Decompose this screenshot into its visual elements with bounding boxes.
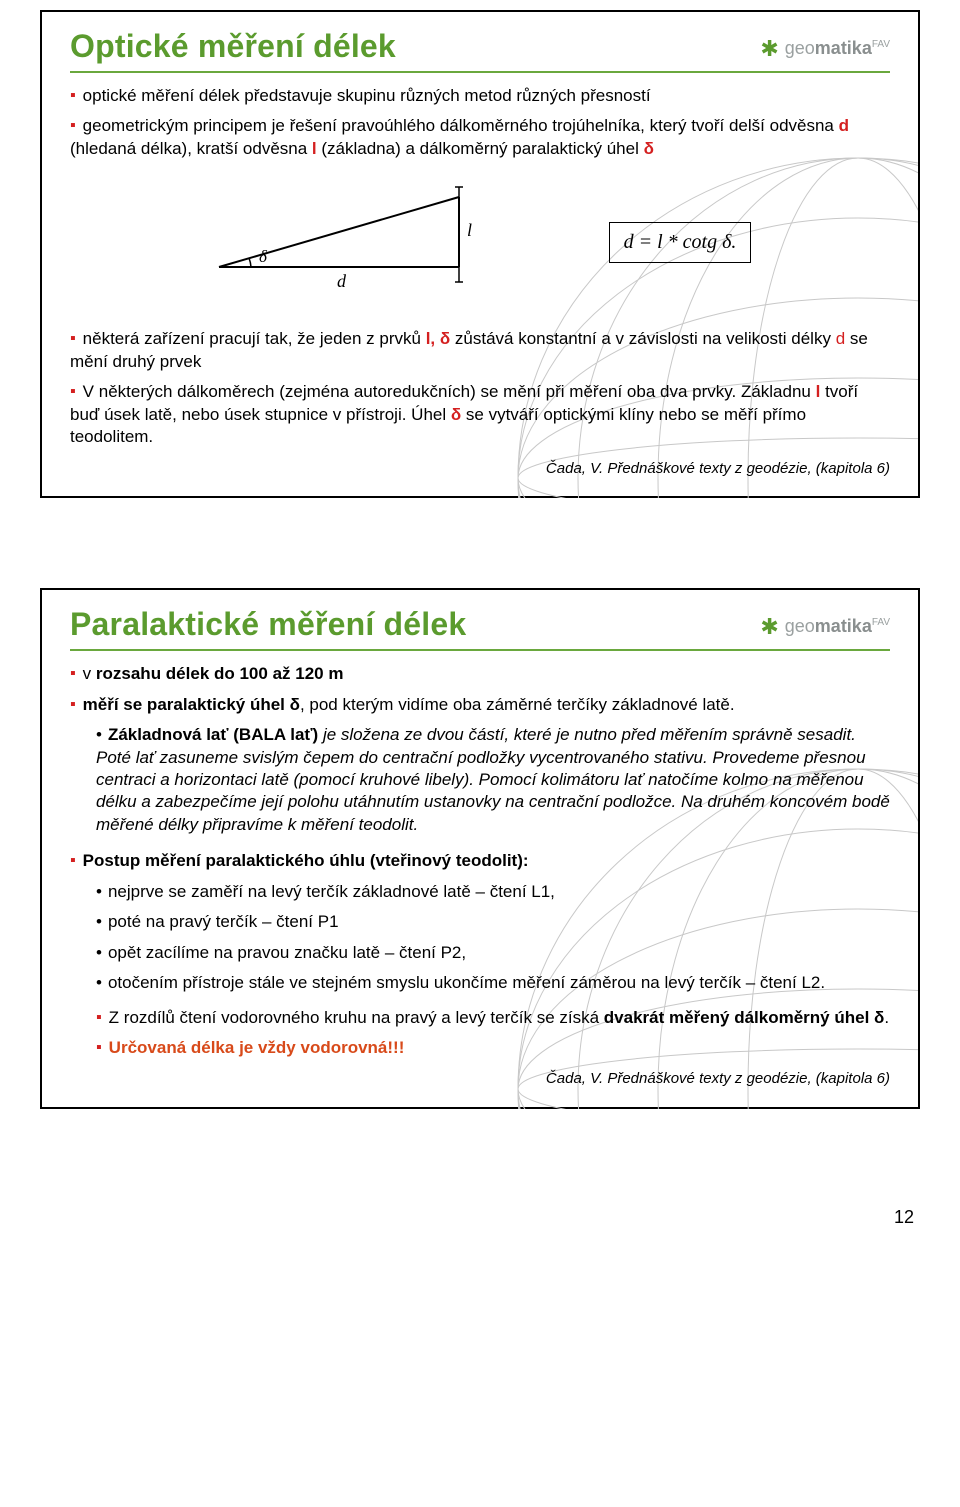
sub-bala: Základnová lať (BALA lať) je složena ze … — [70, 724, 890, 836]
slide-2: Paralaktické měření délek ✱ geomatikaFAV… — [40, 588, 920, 1109]
step-1: nejprve se zaměří na levý terčík základn… — [70, 881, 890, 903]
step-4: otočením přístroje stále ve stejném smys… — [70, 972, 890, 994]
para-1: optické měření délek představuje skupinu… — [70, 85, 890, 107]
divider — [70, 71, 890, 73]
svg-text:l: l — [467, 220, 472, 240]
brand-logo: ✱ geomatikaFAV — [760, 614, 890, 640]
slide-header: Optické měření délek ✱ geomatikaFAV — [70, 26, 890, 71]
page-number: 12 — [40, 1199, 920, 1228]
para-3: některá zařízení pracují tak, že jeden z… — [70, 328, 890, 373]
logo-text: geomatikaFAV — [785, 38, 890, 59]
para-2: geometrickým principem je řešení pravoúh… — [70, 115, 890, 160]
citation: Čada, V. Přednáškové texty z geodézie, (… — [70, 1069, 890, 1089]
bullet-range: v rozsahu délek do 100 až 120 m — [70, 663, 890, 685]
bullet-procedure-head: Postup měření paralaktického úhlu (vteři… — [70, 850, 890, 872]
para-4: V některých dálkoměrech (zejména autored… — [70, 381, 890, 448]
slide-1: Optické měření délek ✱ geomatikaFAV opti… — [40, 10, 920, 498]
brand-logo: ✱ geomatikaFAV — [760, 36, 890, 62]
triangle-diagram: l δ d — [209, 182, 499, 302]
formula-box: d = l * cotg δ. — [609, 222, 752, 262]
logo-text: geomatikaFAV — [785, 616, 890, 637]
step-2: poté na pravý terčík – čtení P1 — [70, 911, 890, 933]
citation: Čada, V. Přednáškové texty z geodézie, (… — [70, 459, 890, 479]
slide-title: Paralaktické měření délek — [70, 606, 466, 643]
page: Optické měření délek ✱ geomatikaFAV opti… — [0, 0, 960, 1258]
figure-row: l δ d d = l * cotg δ. — [70, 182, 890, 302]
globe-icon: ✱ — [760, 614, 778, 640]
slide-header: Paralaktické měření délek ✱ geomatikaFAV — [70, 604, 890, 649]
divider — [70, 649, 890, 651]
slide-body: optické měření délek představuje skupinu… — [70, 85, 890, 478]
step-3: opět zacílíme na pravou značku latě – čt… — [70, 942, 890, 964]
slide-body: v rozsahu délek do 100 až 120 m měří se … — [70, 663, 890, 1089]
slide-title: Optické měření délek — [70, 28, 396, 65]
bullet-horizontal: Určovaná délka je vždy vodorovná!!! — [70, 1037, 890, 1059]
svg-text:δ: δ — [259, 247, 268, 266]
globe-icon: ✱ — [760, 36, 778, 62]
bullet-angle: měří se paralaktický úhel δ, pod kterým … — [70, 694, 890, 716]
bullet-result: Z rozdílů čtení vodorovného kruhu na pra… — [70, 1007, 890, 1029]
svg-text:d: d — [337, 271, 347, 291]
